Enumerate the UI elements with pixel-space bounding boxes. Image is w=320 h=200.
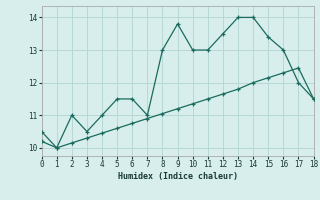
- X-axis label: Humidex (Indice chaleur): Humidex (Indice chaleur): [118, 172, 237, 181]
